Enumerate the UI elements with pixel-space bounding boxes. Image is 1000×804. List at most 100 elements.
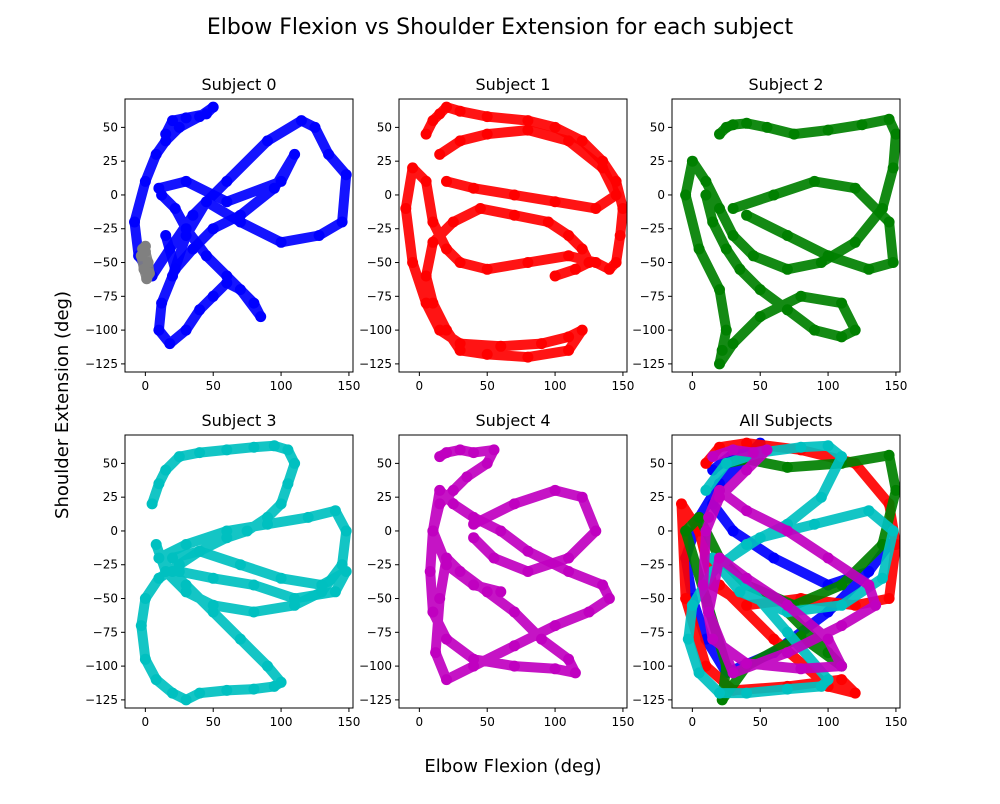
x-tick-label: 50 bbox=[206, 379, 221, 393]
y-tick-label: 0 bbox=[657, 524, 665, 538]
x-tick-label: 100 bbox=[270, 379, 293, 393]
data-point bbox=[563, 552, 575, 564]
data-point bbox=[563, 230, 575, 241]
data-point bbox=[870, 599, 882, 611]
data-point bbox=[468, 447, 480, 459]
data-point bbox=[129, 216, 140, 228]
data-point bbox=[576, 324, 588, 336]
data-point bbox=[340, 566, 352, 577]
data-point bbox=[180, 175, 192, 187]
data-point bbox=[180, 586, 192, 598]
data-point bbox=[700, 457, 712, 469]
data-point bbox=[187, 243, 199, 255]
data-point bbox=[714, 484, 725, 496]
data-point bbox=[836, 599, 848, 611]
x-tick-label: 150 bbox=[884, 715, 907, 729]
data-point bbox=[693, 667, 705, 679]
data-point bbox=[822, 440, 834, 452]
data-point bbox=[741, 437, 753, 449]
y-tick-label: −100 bbox=[632, 323, 665, 337]
data-point bbox=[169, 263, 181, 275]
data-point bbox=[468, 518, 480, 530]
data-point bbox=[441, 633, 452, 645]
series-trajectory bbox=[400, 102, 627, 363]
data-point bbox=[569, 263, 581, 275]
data-point bbox=[522, 257, 534, 268]
data-point bbox=[714, 284, 725, 296]
x-tick-label: 50 bbox=[206, 715, 221, 729]
data-point bbox=[427, 115, 439, 127]
x-tick-label: 150 bbox=[611, 379, 634, 393]
data-point bbox=[508, 189, 520, 201]
data-point bbox=[481, 457, 493, 469]
data-point bbox=[454, 257, 466, 268]
data-point bbox=[727, 525, 739, 537]
data-point bbox=[329, 505, 341, 517]
data-point bbox=[549, 196, 561, 208]
data-point bbox=[248, 297, 260, 309]
data-point bbox=[815, 257, 827, 268]
x-tick-label: 150 bbox=[337, 715, 360, 729]
data-point bbox=[863, 505, 875, 517]
data-point bbox=[427, 236, 439, 248]
data-point bbox=[441, 101, 452, 113]
y-tick-label: 25 bbox=[377, 154, 392, 168]
y-tick-label: 0 bbox=[110, 188, 118, 202]
data-point bbox=[262, 660, 273, 672]
y-tick-label: −100 bbox=[85, 659, 118, 673]
data-point bbox=[603, 263, 615, 275]
data-point bbox=[761, 444, 773, 456]
data-point bbox=[714, 203, 725, 214]
y-tick-label: −100 bbox=[359, 659, 392, 673]
data-point bbox=[434, 484, 446, 496]
data-point bbox=[481, 111, 493, 123]
data-point bbox=[795, 441, 807, 453]
y-tick-label: 50 bbox=[103, 456, 118, 470]
data-point bbox=[160, 135, 172, 147]
data-point bbox=[156, 297, 168, 309]
data-point bbox=[180, 539, 192, 550]
data-point bbox=[221, 270, 233, 282]
data-point bbox=[542, 216, 554, 228]
data-point bbox=[720, 243, 732, 255]
x-tick-label: 100 bbox=[270, 715, 293, 729]
data-point bbox=[468, 532, 480, 544]
data-point bbox=[454, 105, 466, 117]
data-point bbox=[836, 331, 848, 343]
y-tick-label: −125 bbox=[632, 357, 665, 371]
y-tick-label: 50 bbox=[377, 120, 392, 134]
y-tick-label: 50 bbox=[377, 456, 392, 470]
y-tick-label: −125 bbox=[632, 693, 665, 707]
data-point bbox=[441, 175, 452, 187]
data-point bbox=[153, 324, 165, 336]
figure-title: Elbow Flexion vs Shoulder Extension for … bbox=[207, 15, 794, 40]
data-point bbox=[693, 243, 705, 255]
y-tick-label: −25 bbox=[93, 558, 118, 572]
data-point bbox=[583, 257, 595, 268]
data-point bbox=[563, 135, 575, 147]
data-point bbox=[795, 290, 807, 302]
data-point bbox=[427, 297, 439, 309]
data-point bbox=[754, 284, 766, 296]
data-point bbox=[788, 128, 800, 140]
y-tick-label: −125 bbox=[359, 357, 392, 371]
plot-area bbox=[680, 113, 900, 370]
data-point bbox=[400, 203, 412, 214]
data-point bbox=[295, 115, 307, 127]
data-point bbox=[441, 447, 452, 459]
x-tick-label: 50 bbox=[480, 715, 495, 729]
data-point bbox=[795, 663, 807, 675]
y-tick-label: 0 bbox=[657, 188, 665, 202]
data-point bbox=[536, 633, 547, 645]
data-point bbox=[707, 216, 719, 228]
data-point bbox=[781, 304, 793, 316]
data-point bbox=[340, 169, 352, 181]
x-axis-label: Elbow Flexion (deg) bbox=[424, 756, 601, 777]
y-tick-label: −25 bbox=[93, 222, 118, 236]
data-point bbox=[883, 113, 895, 125]
data-point bbox=[741, 539, 753, 550]
data-point bbox=[768, 189, 780, 201]
data-point bbox=[275, 498, 287, 510]
data-point bbox=[420, 270, 432, 282]
